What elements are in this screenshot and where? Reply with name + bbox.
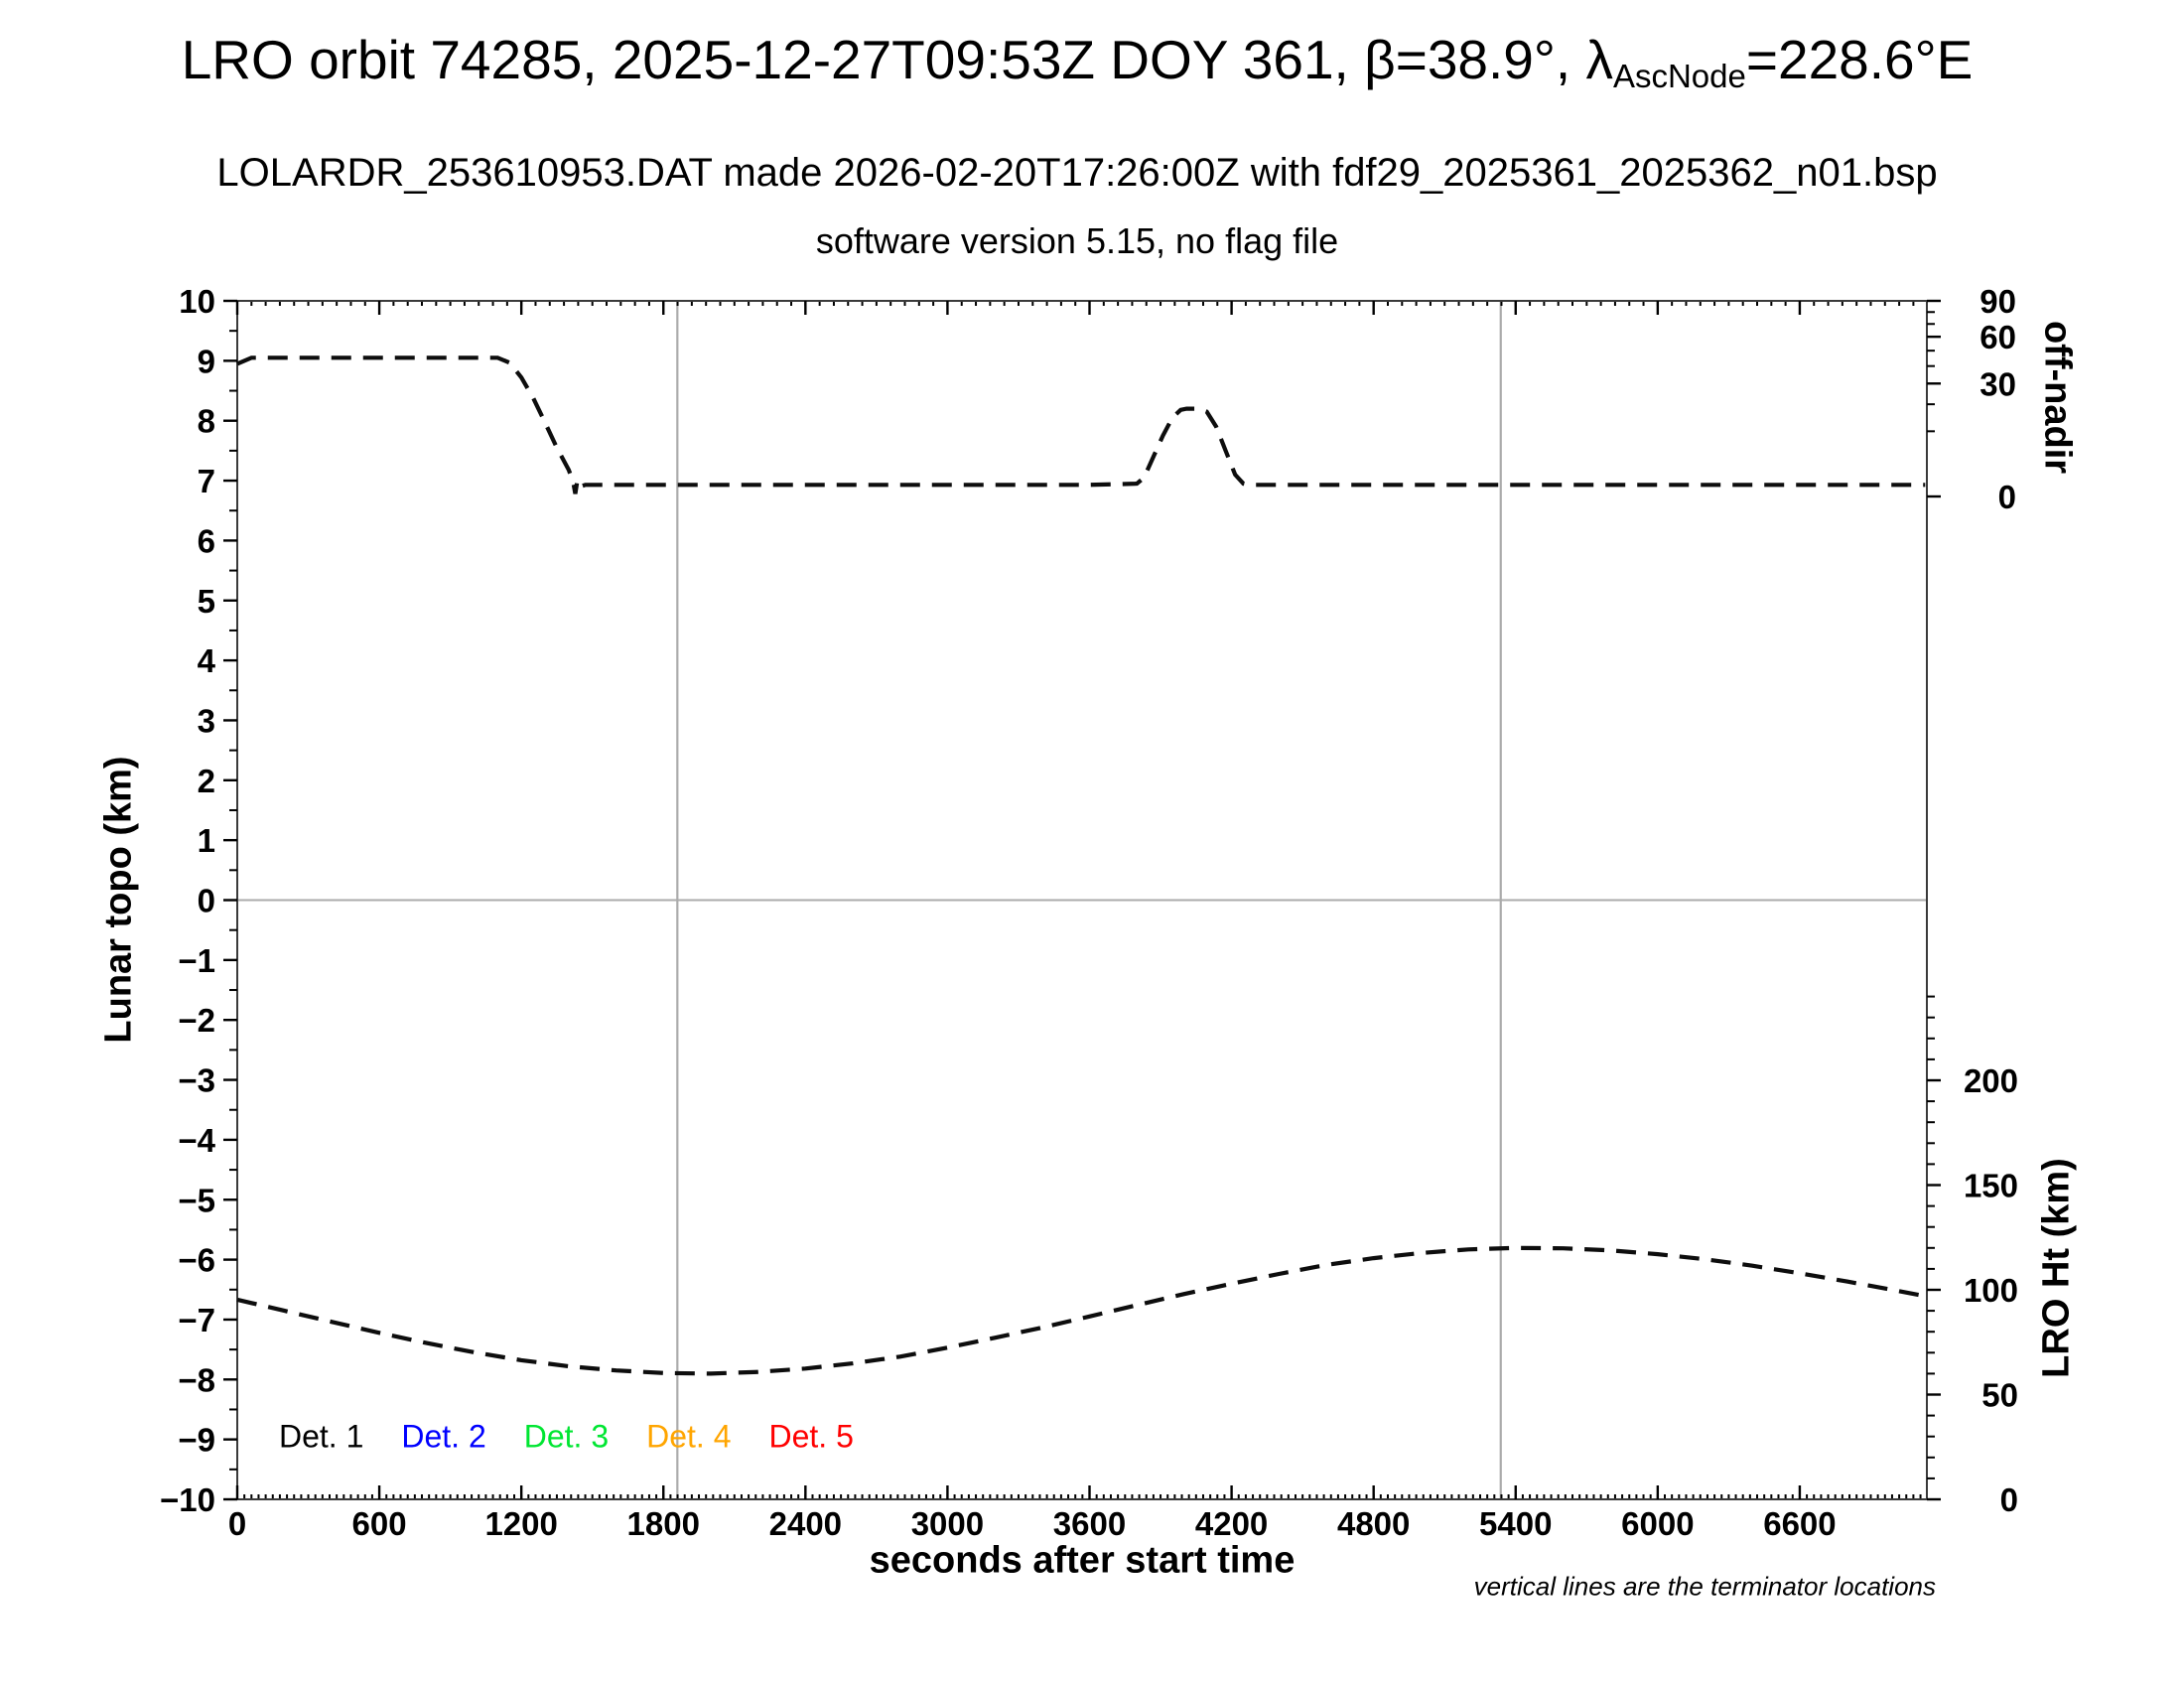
plot-subtitle-software: software version 5.15, no flag file [815,220,1339,261]
svg-text:4200: 4200 [1195,1505,1268,1542]
legend-item-det3: Det. 3 [523,1418,610,1455]
x-axis: 0 600 1200 1800 2400 3000 3600 4200 4800 5400 6000… [228,301,1922,1542]
svg-text:1: 1 [198,822,215,859]
plot-subtitle-datafile: LOLARDR_253610953.DAT made 2026-02-20T17… [216,151,1938,195]
x-axis-title: seconds after start time [869,1539,1296,1582]
svg-text:90: 90 [1979,283,2016,320]
svg-text:6600: 6600 [1763,1505,1836,1542]
lambda-subscript: AscNode [1612,58,1746,95]
svg-text:0: 0 [228,1505,246,1542]
svg-text:−5: −5 [178,1182,215,1218]
svg-text:1800: 1800 [627,1505,700,1542]
y-axis-title-left: Lunar topo (km) [97,756,140,1044]
svg-text:4: 4 [198,642,216,679]
svg-text:30: 30 [1979,365,2016,402]
svg-text:9: 9 [198,343,215,379]
svg-text:0: 0 [2000,1481,2018,1518]
y-axis-title-lro-height: LRO Ht (km) [2035,1158,2078,1378]
svg-text:−10: −10 [160,1481,215,1518]
svg-text:−2: −2 [178,1002,215,1039]
svg-text:600: 600 [352,1505,407,1542]
svg-text:50: 50 [1981,1377,2018,1414]
svg-text:−1: −1 [178,942,215,979]
lambda-symbol: λ [1585,29,1613,90]
lro-height-curve [236,1245,1926,1376]
svg-text:200: 200 [1964,1062,2018,1099]
y-axis-right-lro-ht: 200 150 100 50 0 [1927,995,2018,1518]
svg-text:−7: −7 [178,1302,215,1338]
off-nadir-curve [236,355,1926,494]
svg-text:10: 10 [179,283,215,320]
svg-text:−4: −4 [178,1122,215,1159]
svg-text:7: 7 [198,463,215,499]
svg-text:−9: −9 [178,1422,215,1459]
plot-title: LRO orbit 74285, 2025-12-27T09:53Z DOY 3… [0,28,2154,95]
svg-text:2: 2 [198,763,215,799]
svg-text:3600: 3600 [1053,1505,1126,1542]
terminator-note: vertical lines are the terminator locati… [1473,1571,1936,1602]
svg-text:2400: 2400 [769,1505,842,1542]
detector-legend: Det. 1 Det. 2 Det. 3 Det. 4 Det. 5 [279,1419,854,1456]
svg-text:−3: −3 [178,1062,215,1099]
y-axis-title-off-nadir: off-nadir [2036,320,2079,475]
terminator-lines [676,301,1502,1499]
svg-text:3000: 3000 [911,1505,984,1542]
svg-text:100: 100 [1964,1272,2018,1309]
plot-title-tail: =228.6°E [1745,29,1974,90]
svg-text:1200: 1200 [484,1505,557,1542]
svg-text:8: 8 [198,403,215,440]
svg-text:5: 5 [198,583,215,620]
svg-text:5400: 5400 [1479,1505,1552,1542]
svg-text:6000: 6000 [1621,1505,1694,1542]
legend-item-det5: Det. 5 [768,1418,854,1455]
svg-text:4800: 4800 [1337,1505,1410,1542]
svg-text:60: 60 [1979,319,2016,355]
svg-text:3: 3 [198,702,215,739]
legend-item-det4: Det. 4 [646,1418,732,1455]
svg-text:150: 150 [1964,1168,2018,1204]
legend-item-det2: Det. 2 [401,1418,486,1455]
svg-text:−8: −8 [178,1361,215,1398]
svg-text:6: 6 [198,522,215,559]
svg-text:−6: −6 [178,1242,215,1279]
svg-text:0: 0 [1998,479,2016,515]
legend-item-det1: Det. 1 [279,1418,364,1455]
plot-title-main: LRO orbit 74285, 2025-12-27T09:53Z DOY 3… [181,29,1586,90]
svg-text:0: 0 [198,883,215,919]
